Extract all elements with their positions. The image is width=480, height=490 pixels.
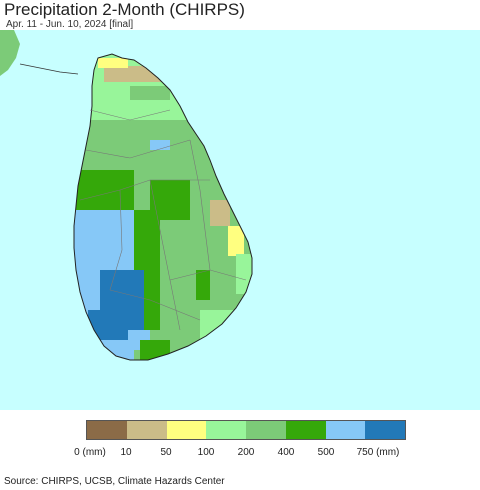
legend-label-6: 500 <box>317 447 335 458</box>
legend-swatch-0 <box>87 421 127 439</box>
legend-label-4: 200 <box>237 447 255 458</box>
legend-label-7: 750 (mm) <box>356 447 400 458</box>
legend-color-bar <box>86 420 406 440</box>
legend-swatch-7 <box>365 421 405 439</box>
legend-swatch-2 <box>166 421 207 439</box>
legend-label-1: 10 <box>120 447 132 458</box>
legend-label-2: 50 <box>160 447 172 458</box>
legend-swatch-5 <box>285 421 326 439</box>
map-title: Precipitation 2-Month (CHIRPS) <box>4 0 245 19</box>
ocean <box>0 30 480 410</box>
source-credit: Source: CHIRPS, UCSB, Climate Hazards Ce… <box>4 476 225 487</box>
legend-swatch-6 <box>325 421 366 439</box>
legend-label-5: 400 <box>277 447 295 458</box>
legend-swatch-1 <box>126 421 167 439</box>
adams-bridge <box>19 63 79 75</box>
island-outline <box>73 53 253 361</box>
map-subtitle: Apr. 11 - Jun. 10, 2024 [final] <box>6 19 134 30</box>
district-boundaries <box>79 109 247 331</box>
legend-swatch-4 <box>246 421 286 439</box>
map-svg <box>0 30 480 410</box>
legend-label-0: 0 (mm) <box>74 447 106 458</box>
legend-labels: 0 (mm) 10 50 100 200 400 500 750 (mm) <box>0 447 480 461</box>
legend-label-3: 100 <box>197 447 215 458</box>
legend-swatch-3 <box>206 421 246 439</box>
india-landmass <box>0 30 20 76</box>
precipitation-map <box>0 30 480 410</box>
